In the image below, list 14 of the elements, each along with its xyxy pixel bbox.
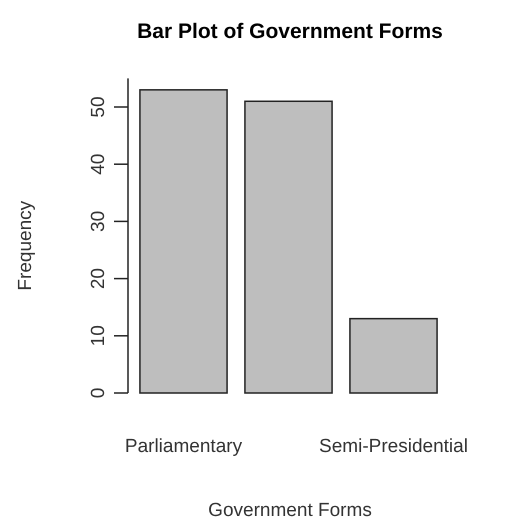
x-tick-label: Parliamentary [124,436,243,457]
y-tick-label: 30 [88,210,109,232]
y-tick-label: 10 [88,325,109,346]
y-axis-title: Frequency [15,200,36,291]
y-tick-label: 50 [88,96,109,118]
x-tick-label: Semi-Presidential [319,436,468,457]
bar [244,100,333,394]
bar [139,89,228,394]
bar [349,318,438,394]
y-tick-label: 40 [88,154,109,175]
y-tick-label: 0 [88,388,109,398]
y-tick-label: 20 [88,268,109,290]
chart-title: Bar Plot of Government Forms [137,20,443,43]
x-axis-title: Government Forms [208,500,372,521]
